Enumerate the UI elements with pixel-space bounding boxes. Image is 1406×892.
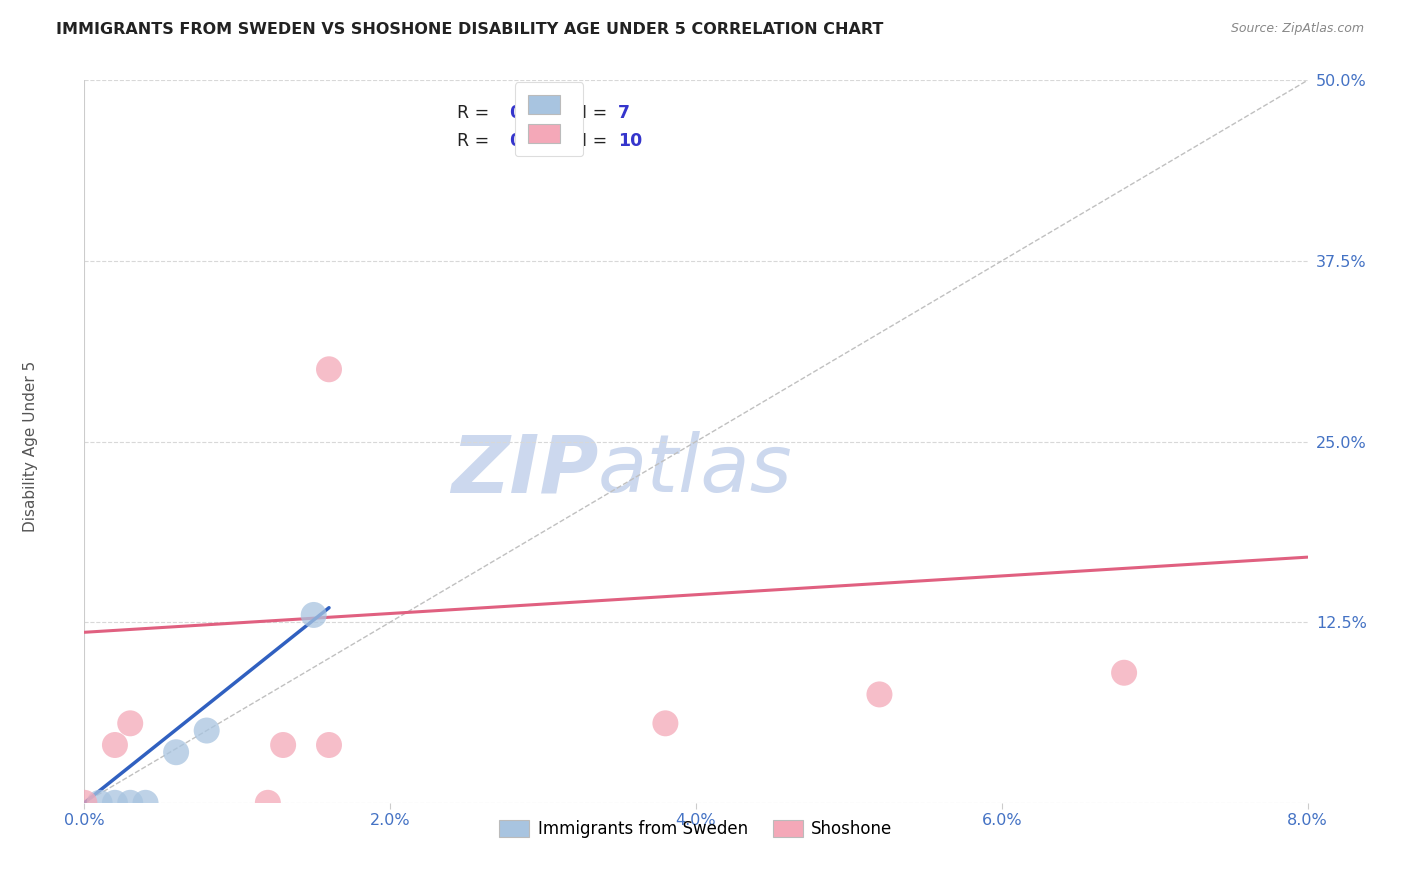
Text: 10: 10 (617, 132, 643, 150)
Point (869, 687, 891, 701)
Legend: Immigrants from Sweden, Shoshone: Immigrants from Sweden, Shoshone (492, 814, 900, 845)
Point (257, 796, 280, 810)
Point (302, 607, 325, 622)
Point (135, 796, 157, 810)
Point (1114, 665, 1136, 680)
Point (271, 738, 294, 752)
Text: 0.074: 0.074 (509, 132, 564, 150)
Point (89, 796, 111, 810)
Point (120, 796, 142, 810)
Text: Disability Age Under 5: Disability Age Under 5 (24, 360, 38, 532)
Text: 7: 7 (617, 103, 630, 122)
Point (195, 723, 218, 738)
Point (654, 716, 676, 731)
Point (104, 738, 127, 752)
Text: R =: R = (457, 132, 495, 150)
Point (318, 362, 340, 376)
Point (73, 796, 96, 810)
Text: Source: ZipAtlas.com: Source: ZipAtlas.com (1230, 22, 1364, 36)
Point (120, 716, 142, 731)
Text: IMMIGRANTS FROM SWEDEN VS SHOSHONE DISABILITY AGE UNDER 5 CORRELATION CHART: IMMIGRANTS FROM SWEDEN VS SHOSHONE DISAB… (56, 22, 883, 37)
Text: atlas: atlas (598, 432, 793, 509)
Text: N =: N = (574, 132, 613, 150)
Text: R =: R = (457, 103, 495, 122)
Point (318, 738, 340, 752)
Text: ZIP: ZIP (451, 432, 598, 509)
Text: 0.841: 0.841 (509, 103, 564, 122)
Point (104, 796, 127, 810)
Text: N =: N = (574, 103, 613, 122)
Point (165, 745, 187, 759)
